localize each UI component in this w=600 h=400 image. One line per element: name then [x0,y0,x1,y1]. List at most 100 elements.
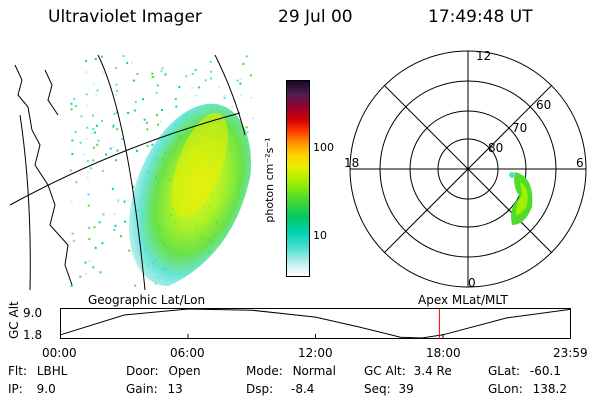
emission-speck [151,76,154,78]
emission-speck [223,94,226,97]
emission-speck [226,244,229,247]
emission-speck [79,275,82,278]
emission-speck [92,159,95,162]
emission-speck [223,96,226,99]
status-dsp: Dsp: -8.4 [246,382,314,396]
emission-speck [136,73,139,76]
emission-speck [234,277,237,280]
emission-speck [88,226,91,229]
emission-speck [120,235,122,238]
latitude-line [10,112,241,206]
emission-speck [96,143,99,146]
emission-speck [195,273,198,276]
emission-speck [225,279,228,282]
emission-speck [132,185,135,188]
polar-aurora-speck [509,172,515,178]
emission-speck [194,69,197,72]
emission-speck [246,131,249,134]
colorbar-title: photon cm⁻²s⁻¹ [263,137,276,223]
timeline-ytick-top: 9.0 [23,306,43,320]
emission-speck [113,212,116,215]
emission-speck [252,159,255,162]
emission-speck [156,84,159,87]
emission-speck [87,193,90,196]
instrument-title: Ultraviolet Imager [48,7,202,27]
colorbar [286,80,310,277]
mlt-label-0: 0 [468,276,476,290]
emission-speck [209,272,212,275]
timeline-xtick-4: 23:59 [553,346,588,360]
emission-speck [88,238,91,241]
lat-label-60: 60 [536,98,551,112]
timeline-xtick-3: 18:00 [426,346,461,360]
emission-speck [92,146,95,149]
emission-speck [143,118,146,121]
geographic-image-panel[interactable] [10,55,255,290]
emission-speck [146,121,148,124]
altitude-line [60,308,571,339]
emission-speck [156,114,158,117]
emission-speck [95,124,98,127]
emission-speck [115,159,118,162]
emission-speck [109,147,112,150]
status-glat: GLat: -60.1 [488,364,561,378]
polar-mlt-plot[interactable]: 12 18 6 0 60 70 80 [340,47,596,293]
emission-speck [86,126,89,129]
emission-speck [231,105,234,108]
emission-speck [116,149,119,152]
dsp-label: Dsp: [246,382,274,396]
mlt-label-12: 12 [476,49,491,63]
glat-value: -60.1 [529,364,561,378]
emission-speck [245,126,248,129]
emission-speck [101,242,104,245]
emission-speck [248,242,251,245]
emission-speck [84,261,87,264]
emission-speck [134,101,137,104]
altitude-timeline[interactable] [60,308,572,340]
emission-speck [146,145,149,148]
emission-speck [209,77,212,80]
emission-speck [102,213,105,216]
longitude-line [97,55,146,290]
image-time: 17:49:48 UT [428,7,533,27]
emission-speck [80,115,83,118]
dsp-value: -8.4 [290,382,315,396]
mlt-label-18: 18 [344,156,359,170]
glon-label: GLon: [488,382,523,396]
emission-speck [210,70,213,73]
coastline-island [44,69,59,116]
longitude-line [214,55,246,136]
emission-speck [151,72,154,75]
seq-label: Seq: [364,382,391,396]
status-door: Door: Open [126,364,201,378]
ip-value: 9.0 [36,382,56,396]
timeline-ytick-bottom: 1.8 [23,328,43,342]
glat-label: GLat: [488,364,521,378]
status-flt: Flt: LBHL [8,364,67,378]
emission-speck [87,204,90,207]
status-glon: GLon: 138.2 [488,382,567,396]
gain-value: 13 [167,382,183,396]
emission-speck [74,105,77,107]
emission-speck [113,228,116,231]
emission-speck [95,93,98,96]
emission-speck [218,86,220,89]
emission-speck [116,128,119,131]
emission-speck [215,270,218,272]
emission-speck [82,153,85,156]
status-ip: IP: 9.0 [8,382,56,396]
emission-speck [115,111,118,114]
apex-label: Apex MLat/MLT [418,293,508,307]
emission-speck [200,285,203,288]
emission-speck [97,139,100,142]
emission-speck [151,143,154,146]
emission-speck [209,60,212,63]
emission-speck [79,141,82,144]
emission-speck [236,79,239,82]
emission-speck [86,177,89,180]
emission-speck [245,195,248,197]
emission-speck [90,132,93,135]
timeline-ylabel: GC Alt [7,301,21,339]
emission-speck [190,87,193,89]
emission-speck [194,280,197,283]
